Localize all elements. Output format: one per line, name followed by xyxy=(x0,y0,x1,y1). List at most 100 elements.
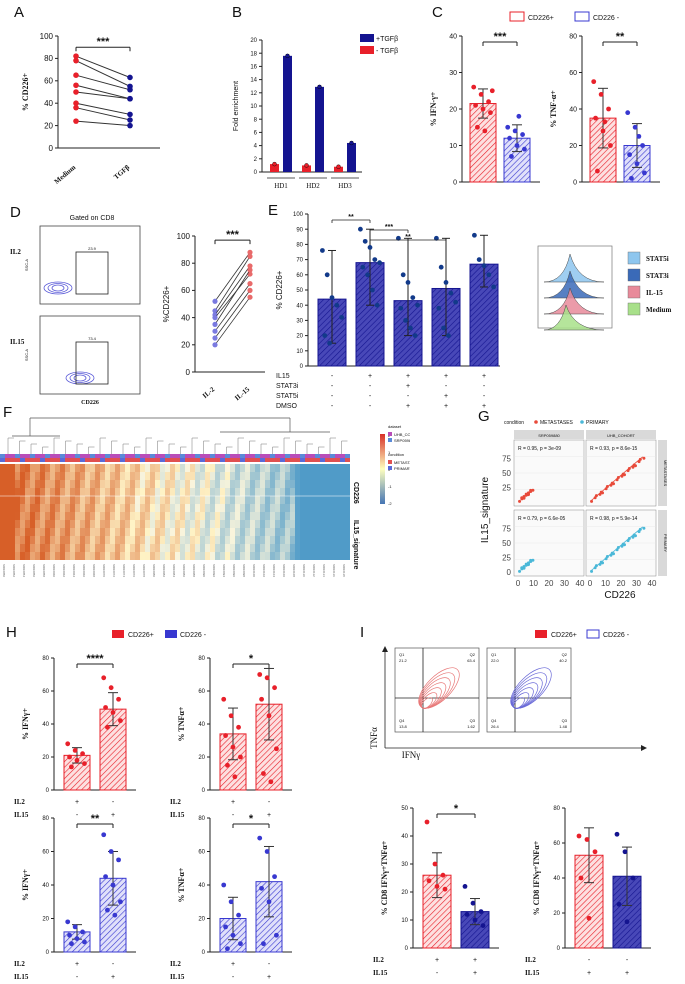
f-heat-cell xyxy=(150,552,155,560)
f-heat-cell xyxy=(50,528,55,536)
b-y-tick-label: 0 xyxy=(254,170,258,176)
f-heat-cell xyxy=(340,496,345,504)
f-heat-cell xyxy=(330,504,335,512)
f-heat-cell xyxy=(310,544,315,552)
g-facet-label: SRP059880 xyxy=(538,433,560,438)
f-annot-dataset xyxy=(130,454,135,458)
f-heat-cell xyxy=(335,520,340,528)
f-heat-cell xyxy=(110,544,115,552)
f-heat-cell xyxy=(185,504,190,512)
f-column-label: SRR2078 xyxy=(142,564,146,577)
e-hist-legend-label: STAT3i xyxy=(646,272,669,280)
e-data-point xyxy=(434,235,439,241)
f-row-label: CD226 xyxy=(352,482,359,504)
f-heat-cell xyxy=(245,488,250,496)
h3-ylabel: % IFNγ+ xyxy=(21,869,30,902)
f-heat-cell xyxy=(250,504,255,512)
f-heat-cell xyxy=(190,512,195,520)
h2-condition-name: IL15 xyxy=(170,811,185,819)
c2-data-point xyxy=(632,124,638,130)
i1-condition-name: IL15 xyxy=(373,969,388,977)
f-heat-cell xyxy=(120,528,125,536)
f-heat-cell xyxy=(25,528,30,536)
d-point-il2 xyxy=(212,315,218,321)
f-heat-cell xyxy=(240,472,245,480)
h3-y-tick-label: 0 xyxy=(46,950,50,956)
f-heat-cell xyxy=(235,504,240,512)
f-column-label: SRR2112 xyxy=(312,564,316,577)
f-heat-cell xyxy=(260,552,265,560)
d-flow-condition: IL15 xyxy=(10,338,25,346)
f-heat-cell xyxy=(195,520,200,528)
f-heat-cell xyxy=(300,512,305,520)
f-annot-condition xyxy=(35,458,40,462)
c-legend-swatch-cd226neg xyxy=(574,11,590,22)
f-heat-cell xyxy=(235,544,240,552)
f-heat-cell xyxy=(290,472,295,480)
f-heat-cell xyxy=(200,488,205,496)
f-heat-cell xyxy=(230,520,235,528)
g-data-point xyxy=(522,496,526,500)
f-heat-cell xyxy=(50,488,55,496)
f-column-label: SRR2068 xyxy=(92,564,96,577)
f-heat-cell xyxy=(345,536,350,544)
f-annot-condition xyxy=(325,458,330,462)
f-heat-cell xyxy=(130,472,135,480)
h1-condition-mark: - xyxy=(76,812,79,819)
f-heat-cell xyxy=(15,512,20,520)
f-heat-cell xyxy=(20,488,25,496)
c2-y-tick-label: 80 xyxy=(569,33,577,40)
g-data-point xyxy=(526,563,530,567)
f-heat-cell xyxy=(255,496,260,504)
c1-y-tick-label: 10 xyxy=(449,143,457,150)
f-heat-cell xyxy=(290,464,295,472)
f-heat-cell xyxy=(285,528,290,536)
f-heat-cell xyxy=(310,520,315,528)
f-heat-cell xyxy=(325,472,330,480)
f-annot-dataset xyxy=(190,454,195,458)
i1-data-point xyxy=(472,917,478,923)
f-heat-cell xyxy=(110,480,115,488)
e-data-point xyxy=(453,299,458,305)
e-condition-mark: + xyxy=(482,373,486,380)
f-heat-cell xyxy=(130,512,135,520)
i-flow-frame xyxy=(394,647,480,733)
f-heat-cell xyxy=(330,472,335,480)
f-heat-cell xyxy=(20,472,25,480)
f-heat-cell xyxy=(100,504,105,512)
f-heat-cell xyxy=(25,496,30,504)
d-point-il2 xyxy=(212,308,218,314)
f-heat-cell xyxy=(340,472,345,480)
f-heat-cell xyxy=(195,480,200,488)
f-annot-dataset xyxy=(90,454,95,458)
h3-data-point xyxy=(65,919,71,925)
f-heat-cell xyxy=(285,488,290,496)
f-heat-cell xyxy=(305,496,310,504)
f-heat-cell xyxy=(220,512,225,520)
f-heat-cell xyxy=(50,504,55,512)
h3-data-point xyxy=(103,874,108,880)
i2-data-point xyxy=(614,831,620,837)
f-annot-condition xyxy=(75,458,80,462)
f-heat-cell xyxy=(15,552,20,560)
f-heat-cell xyxy=(225,480,230,488)
f-heat-cell xyxy=(165,520,170,528)
f-annot-dataset xyxy=(300,454,305,458)
f-heat-cell xyxy=(295,464,300,472)
f-heat-cell xyxy=(100,496,105,504)
f-heat-cell xyxy=(70,480,75,488)
i-quadrant-name: Q4 xyxy=(491,718,497,723)
h1-y-tick-label: 40 xyxy=(42,722,49,728)
f-heat-cell xyxy=(40,520,45,528)
f-heat-cell xyxy=(90,544,95,552)
h4-data-point xyxy=(223,924,228,930)
e-data-point xyxy=(486,272,492,278)
f-heat-cell xyxy=(295,528,300,536)
f-heat-cell xyxy=(215,488,220,496)
f-heat-cell xyxy=(80,552,85,560)
i1-data-point xyxy=(424,819,430,825)
f-heat-cell xyxy=(185,520,190,528)
g-stat-label: R = 0.79, p = 6.6e-05 xyxy=(518,516,565,522)
f-annot-dataset xyxy=(250,454,255,458)
